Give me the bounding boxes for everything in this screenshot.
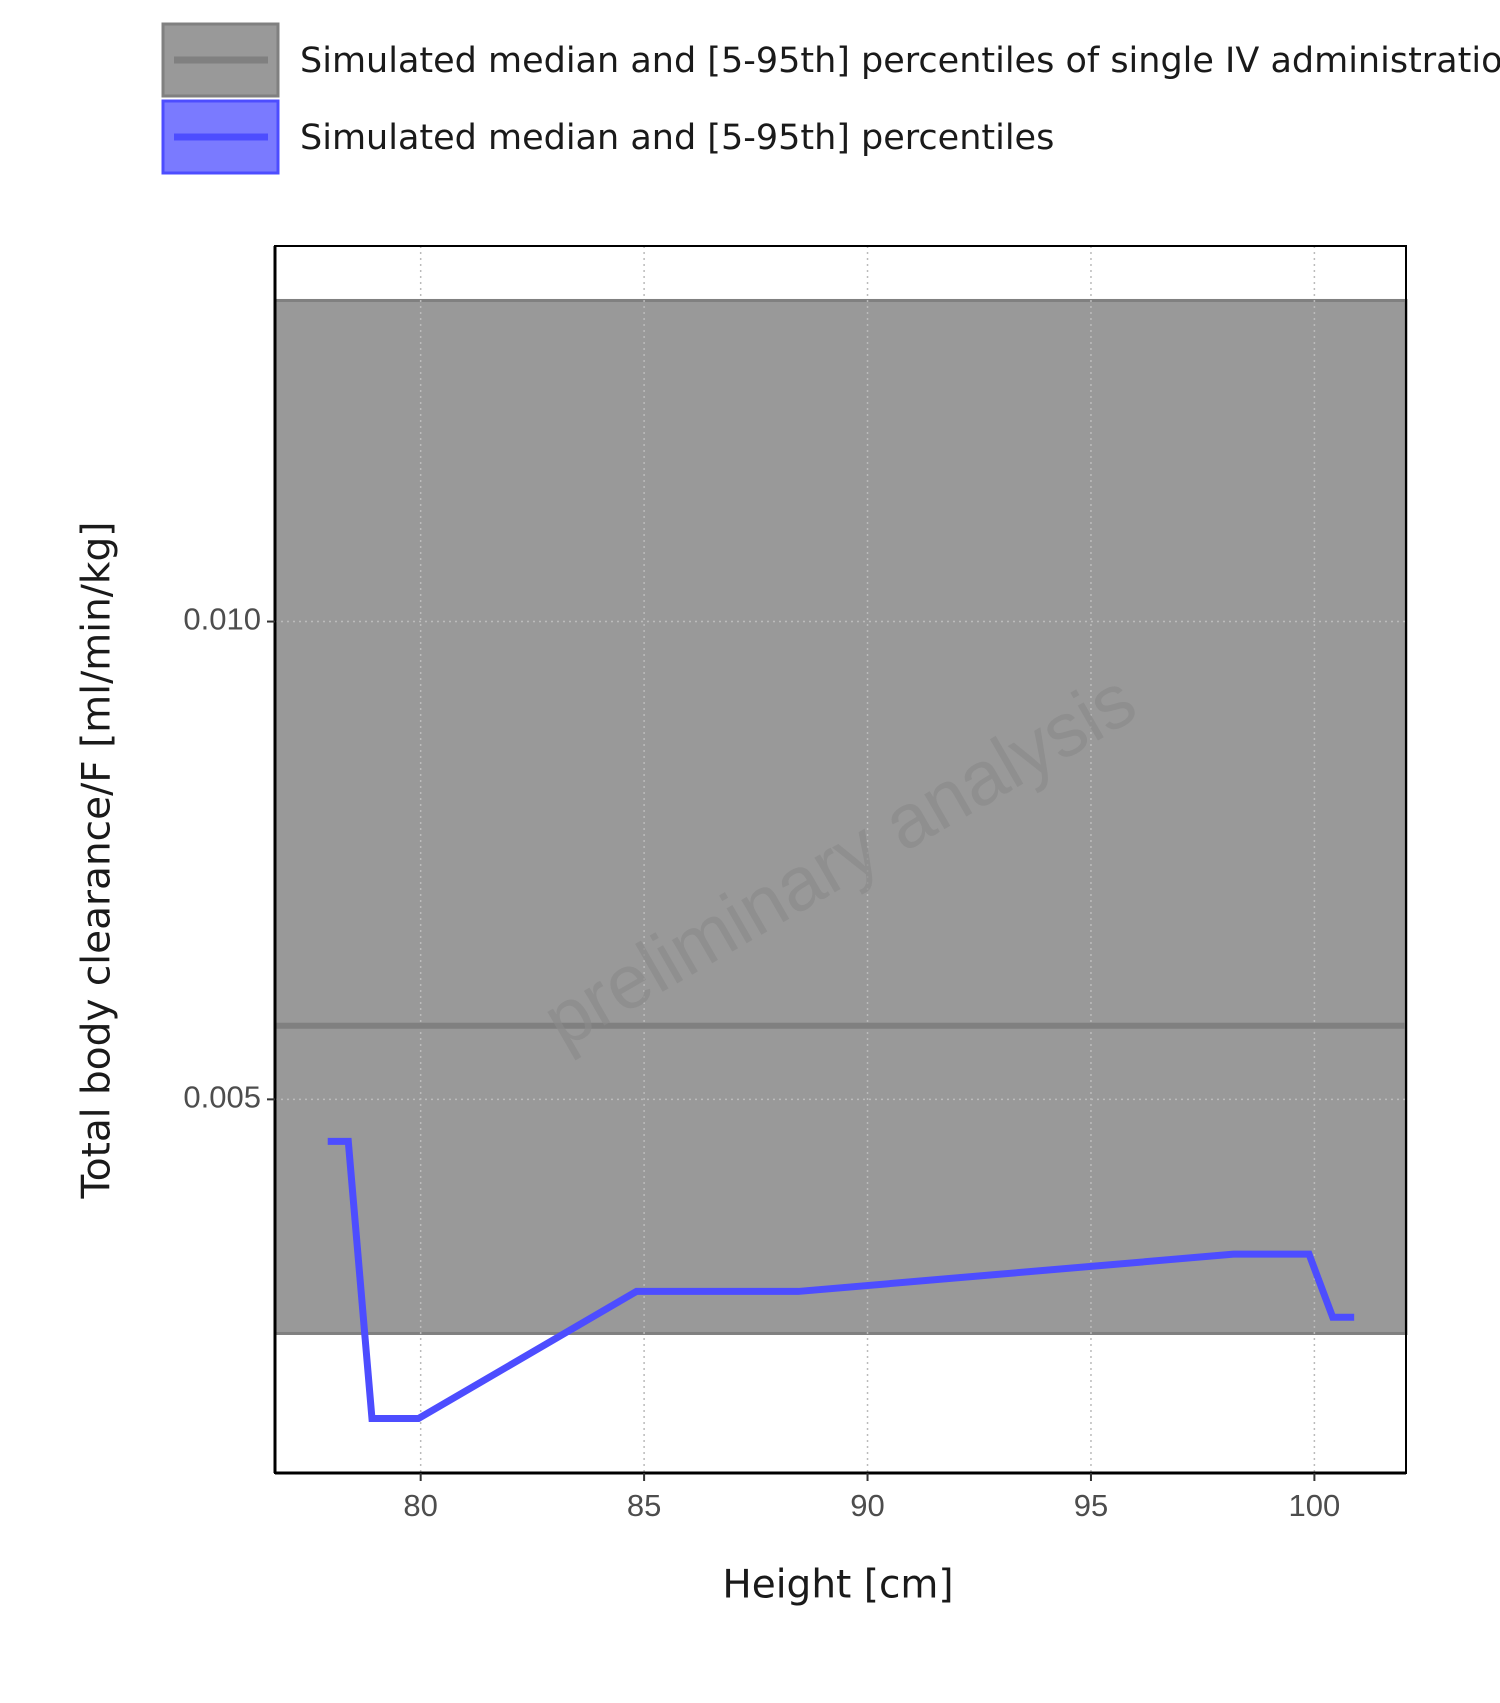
x-axis-title: Height [cm] [722, 1563, 953, 1608]
y-tick-label: 0.010 [183, 602, 261, 637]
y-axis-title: Total body clearance/F [ml/min/kg] [75, 522, 120, 1200]
legend-label: Simulated median and [5-95th] percentile… [300, 41, 1500, 81]
y-tick-label: 0.005 [183, 1080, 261, 1115]
x-tick-label: 95 [1074, 1488, 1108, 1523]
x-tick-label: 100 [1289, 1488, 1341, 1523]
x-tick-label: 80 [403, 1488, 437, 1523]
x-tick-label: 85 [627, 1488, 661, 1523]
data-line [327, 1137, 1355, 1423]
band [273, 298, 1408, 1335]
x-tick-label: 90 [850, 1488, 884, 1523]
legend-label: Simulated median and [5-95th] percentile… [300, 118, 1054, 158]
